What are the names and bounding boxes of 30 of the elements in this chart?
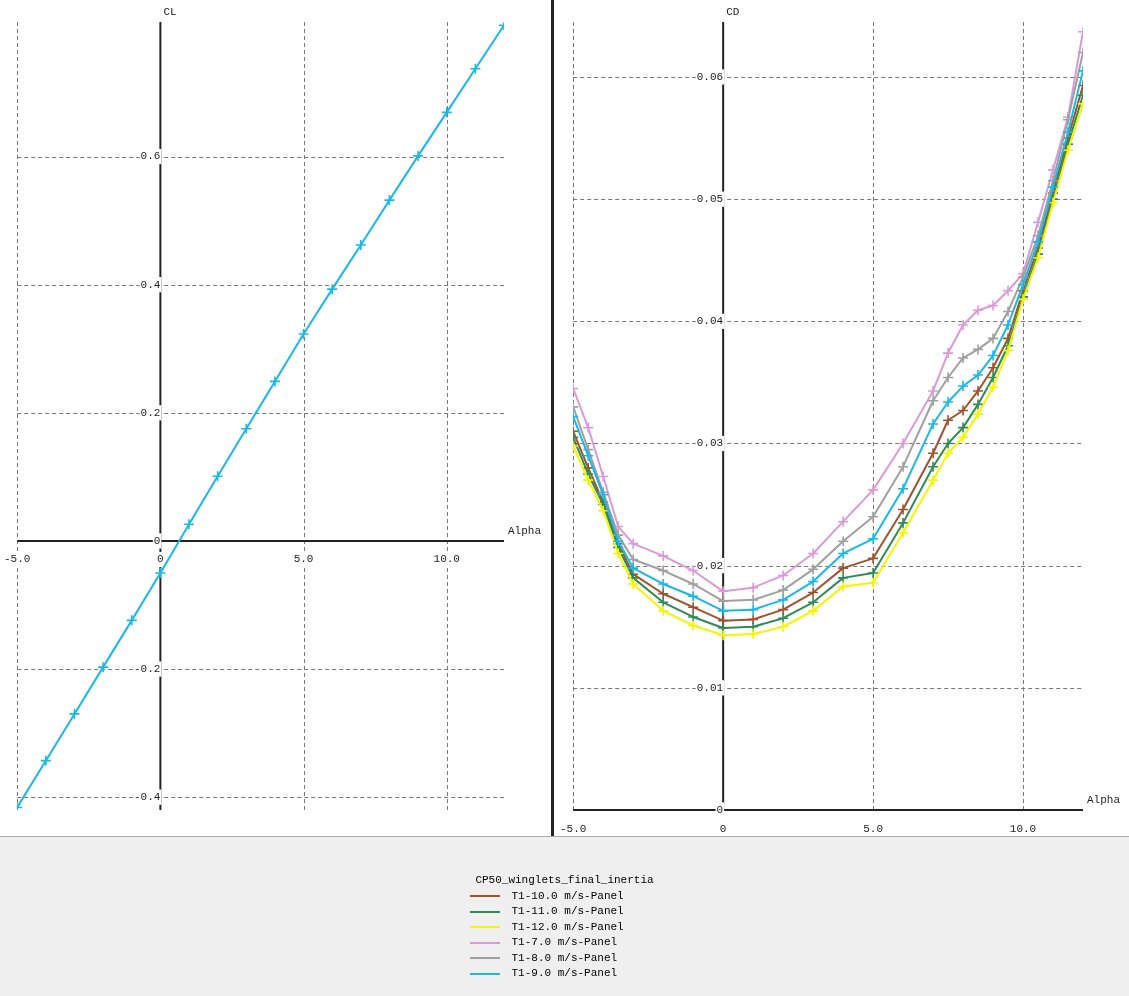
legend-label: T1-11.0 m/s-Panel: [511, 904, 624, 919]
x-tick-label: -5.0: [4, 553, 31, 566]
y-tick-label: 0.03: [696, 437, 724, 450]
y-tick-label: -0.4: [133, 791, 161, 804]
x-tick-label: 10.0: [1009, 822, 1037, 835]
x-axis-title: Alpha: [508, 525, 542, 538]
x-tick-label: 5.0: [293, 553, 314, 566]
legend-label: T1-8.0 m/s-Panel: [511, 950, 618, 966]
x-tick-label: -5.0: [560, 822, 587, 835]
y-axis-title: CL: [163, 6, 177, 19]
y-tick-label: -0.2: [133, 662, 161, 675]
legend-label: T1-10.0 m/s-Panel: [511, 888, 624, 904]
legend-label: T1-12.0 m/s-Panel: [511, 919, 624, 935]
y-tick-label: 0: [716, 803, 724, 816]
legend-label: T1-7.0 m/s-Panel: [511, 935, 618, 950]
y-tick-label: 0.05: [696, 193, 724, 206]
y-tick-label: 0.01: [696, 681, 724, 694]
legend-title: CP50_winglets_final_inertia: [474, 873, 655, 888]
y-tick-label: 0.04: [696, 315, 724, 328]
x-tick-label: 5.0: [863, 822, 883, 835]
y-axis-title: CD: [726, 6, 740, 19]
x-tick-label: 10.0: [433, 553, 460, 566]
y-tick-label: 0.6: [140, 150, 161, 163]
y-tick-label: 0.4: [140, 278, 161, 291]
y-tick-label: 0: [153, 534, 161, 547]
y-tick-label: 0.2: [140, 406, 161, 419]
x-axis-title: Alpha: [1087, 794, 1121, 807]
legend-label: T1-9.0 m/s-Panel: [511, 966, 618, 981]
y-tick-label: 0.02: [696, 559, 724, 572]
y-tick-label: 0.06: [696, 70, 724, 83]
